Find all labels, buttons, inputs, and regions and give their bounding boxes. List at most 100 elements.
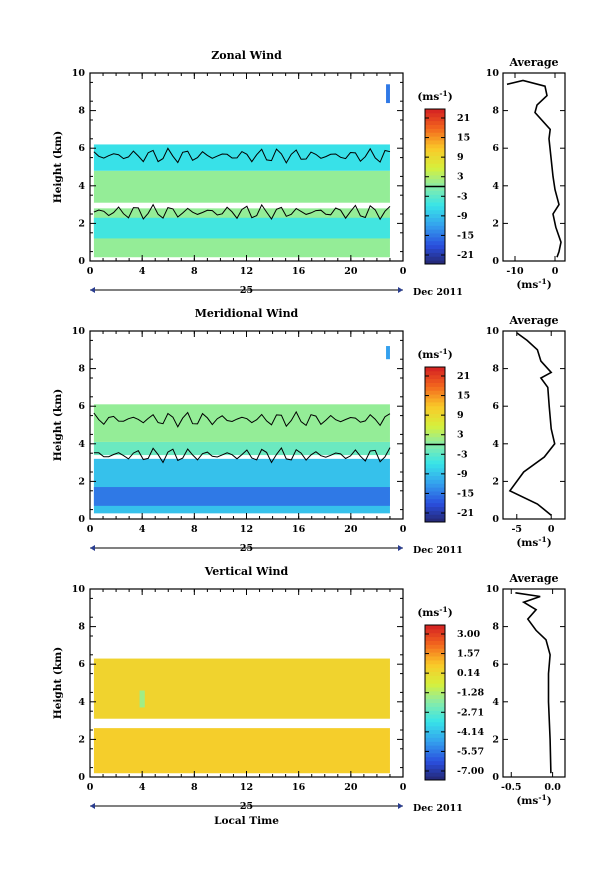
colorbar: (ms-1) 21 15 9 3 -3 -9 -15 -21	[417, 347, 474, 523]
colorbar-tick-label: 9	[457, 152, 464, 163]
profile-y-tick-label: 6	[492, 143, 499, 154]
colorbar-tick-label: 21	[457, 113, 470, 124]
profile-y-tick-label: 10	[486, 68, 500, 79]
wind-field	[93, 346, 391, 514]
profile-line	[508, 332, 556, 516]
colorbar: (ms-1) 3.00 1.57 0.14 -1.28 -2.71 -4.14 -5.57 -7…	[417, 605, 484, 781]
profile-y-tick-label: 2	[492, 476, 499, 487]
colorbar-tick-label: -9	[457, 469, 468, 480]
x-tick-label: 20	[344, 782, 358, 793]
colorbar-tick-label: 21	[457, 371, 470, 382]
colorbar-tick-label: -3	[457, 449, 468, 460]
field-region	[93, 728, 390, 774]
y-tick-label: 10	[72, 68, 86, 79]
colorbar-tick-label: -2.71	[457, 707, 484, 718]
colorbar-tick-label: 15	[457, 391, 470, 402]
y-tick-label: 10	[72, 584, 86, 595]
y-tick-label: 2	[78, 218, 85, 229]
field-region	[93, 404, 390, 442]
y-tick-label: 2	[78, 734, 85, 745]
x-tick-label: 0	[87, 782, 94, 793]
field-region	[93, 144, 390, 171]
colorbar-tick-label: -15	[457, 488, 474, 499]
y-tick-label: 4	[78, 181, 85, 192]
profile-y-tick-label: 8	[492, 364, 499, 375]
colorbar-unit: (ms-1)	[417, 347, 452, 361]
profile-y-tick-label: 0	[492, 772, 499, 783]
y-tick-label: 6	[78, 659, 85, 670]
y-tick-label: 8	[78, 364, 85, 375]
x-tick-label: 20	[344, 266, 358, 277]
x-tick-label: 4	[139, 782, 146, 793]
profile-y-tick-label: 4	[492, 181, 499, 192]
zero-contour	[93, 410, 391, 428]
date-month-label: Dec 2011	[413, 803, 463, 814]
date-day-label: 25	[240, 285, 253, 296]
profile-y-tick-label: 6	[492, 659, 499, 670]
x-tick-label: 12	[240, 266, 253, 277]
x-tick-label: 16	[292, 524, 306, 535]
field-region	[93, 487, 390, 506]
profile-title: Average	[508, 314, 558, 327]
profile-y-tick-label: 8	[492, 622, 499, 633]
field-region	[139, 690, 145, 708]
y-axis-label: Height (km)	[52, 389, 64, 461]
x-tick-label: 20	[344, 524, 358, 535]
x-tick-label: 0	[400, 782, 407, 793]
profile-y-tick-label: 4	[492, 697, 499, 708]
profile-line	[515, 592, 552, 774]
average-profile: Average 0 2 4 6 8 10 -0.5 0.0(ms-1)	[486, 572, 566, 807]
y-tick-label: 8	[78, 622, 85, 633]
x-tick-label: 16	[292, 266, 306, 277]
x-tick-label: 0	[400, 524, 407, 535]
y-tick-label: 6	[78, 401, 85, 412]
colorbar-tick-label: -7.00	[457, 766, 484, 777]
x-tick-label: 4	[139, 524, 146, 535]
x-tick-label: 0	[87, 524, 94, 535]
colorbar-tick-label: -4.14	[457, 727, 484, 738]
y-tick-label: 0	[78, 772, 85, 783]
x-tick-label: 16	[292, 782, 306, 793]
profile-title: Average	[508, 56, 558, 69]
field-region	[93, 170, 390, 203]
y-tick-label: 6	[78, 143, 85, 154]
x-tick-label: 4	[139, 266, 146, 277]
colorbar-tick-label: 1.57	[457, 649, 480, 660]
y-tick-label: 2	[78, 476, 85, 487]
colorbar-tick-label: -21	[457, 250, 474, 261]
date-day-label: 25	[240, 543, 253, 554]
x-tick-label: 0	[400, 266, 407, 277]
y-tick-label: 4	[78, 439, 85, 450]
colorbar-tick-label: -5.57	[457, 746, 484, 757]
colorbar-tick-label: 0.14	[457, 668, 481, 679]
profile-y-tick-label: 6	[492, 401, 499, 412]
y-tick-label: 10	[72, 326, 86, 337]
x-tick-label: 8	[191, 782, 198, 793]
y-axis-label: Height (km)	[52, 647, 64, 719]
profile-title: Average	[508, 572, 558, 585]
profile-y-tick-label: 4	[492, 439, 499, 450]
field-region	[93, 658, 390, 719]
field-region	[386, 346, 390, 360]
date-month-label: Dec 2011	[413, 545, 463, 556]
profile-x-label: (ms-1)	[516, 793, 551, 807]
profile-y-tick-label: 10	[486, 584, 500, 595]
x-axis-label: Local Time	[214, 815, 279, 827]
profile-line	[506, 79, 562, 258]
panel-title: Meridional Wind	[195, 307, 299, 320]
date-month-label: Dec 2011	[413, 287, 463, 298]
field-region	[93, 441, 390, 456]
y-tick-label: 0	[78, 256, 85, 267]
colorbar-tick-label: 9	[457, 410, 464, 421]
profile-x-tick-label: 0.0	[544, 782, 561, 793]
colorbar: (ms-1) 21 15 9 3 -3 -9 -15 -21	[417, 89, 474, 265]
profile-y-tick-label: 0	[492, 256, 499, 267]
y-tick-label: 8	[78, 106, 85, 117]
profile-x-tick-label: 0	[552, 266, 559, 277]
colorbar-tick-label: -3	[457, 191, 468, 202]
profile-y-tick-label: 10	[486, 326, 500, 337]
profile-x-tick-label: -10	[506, 266, 524, 277]
